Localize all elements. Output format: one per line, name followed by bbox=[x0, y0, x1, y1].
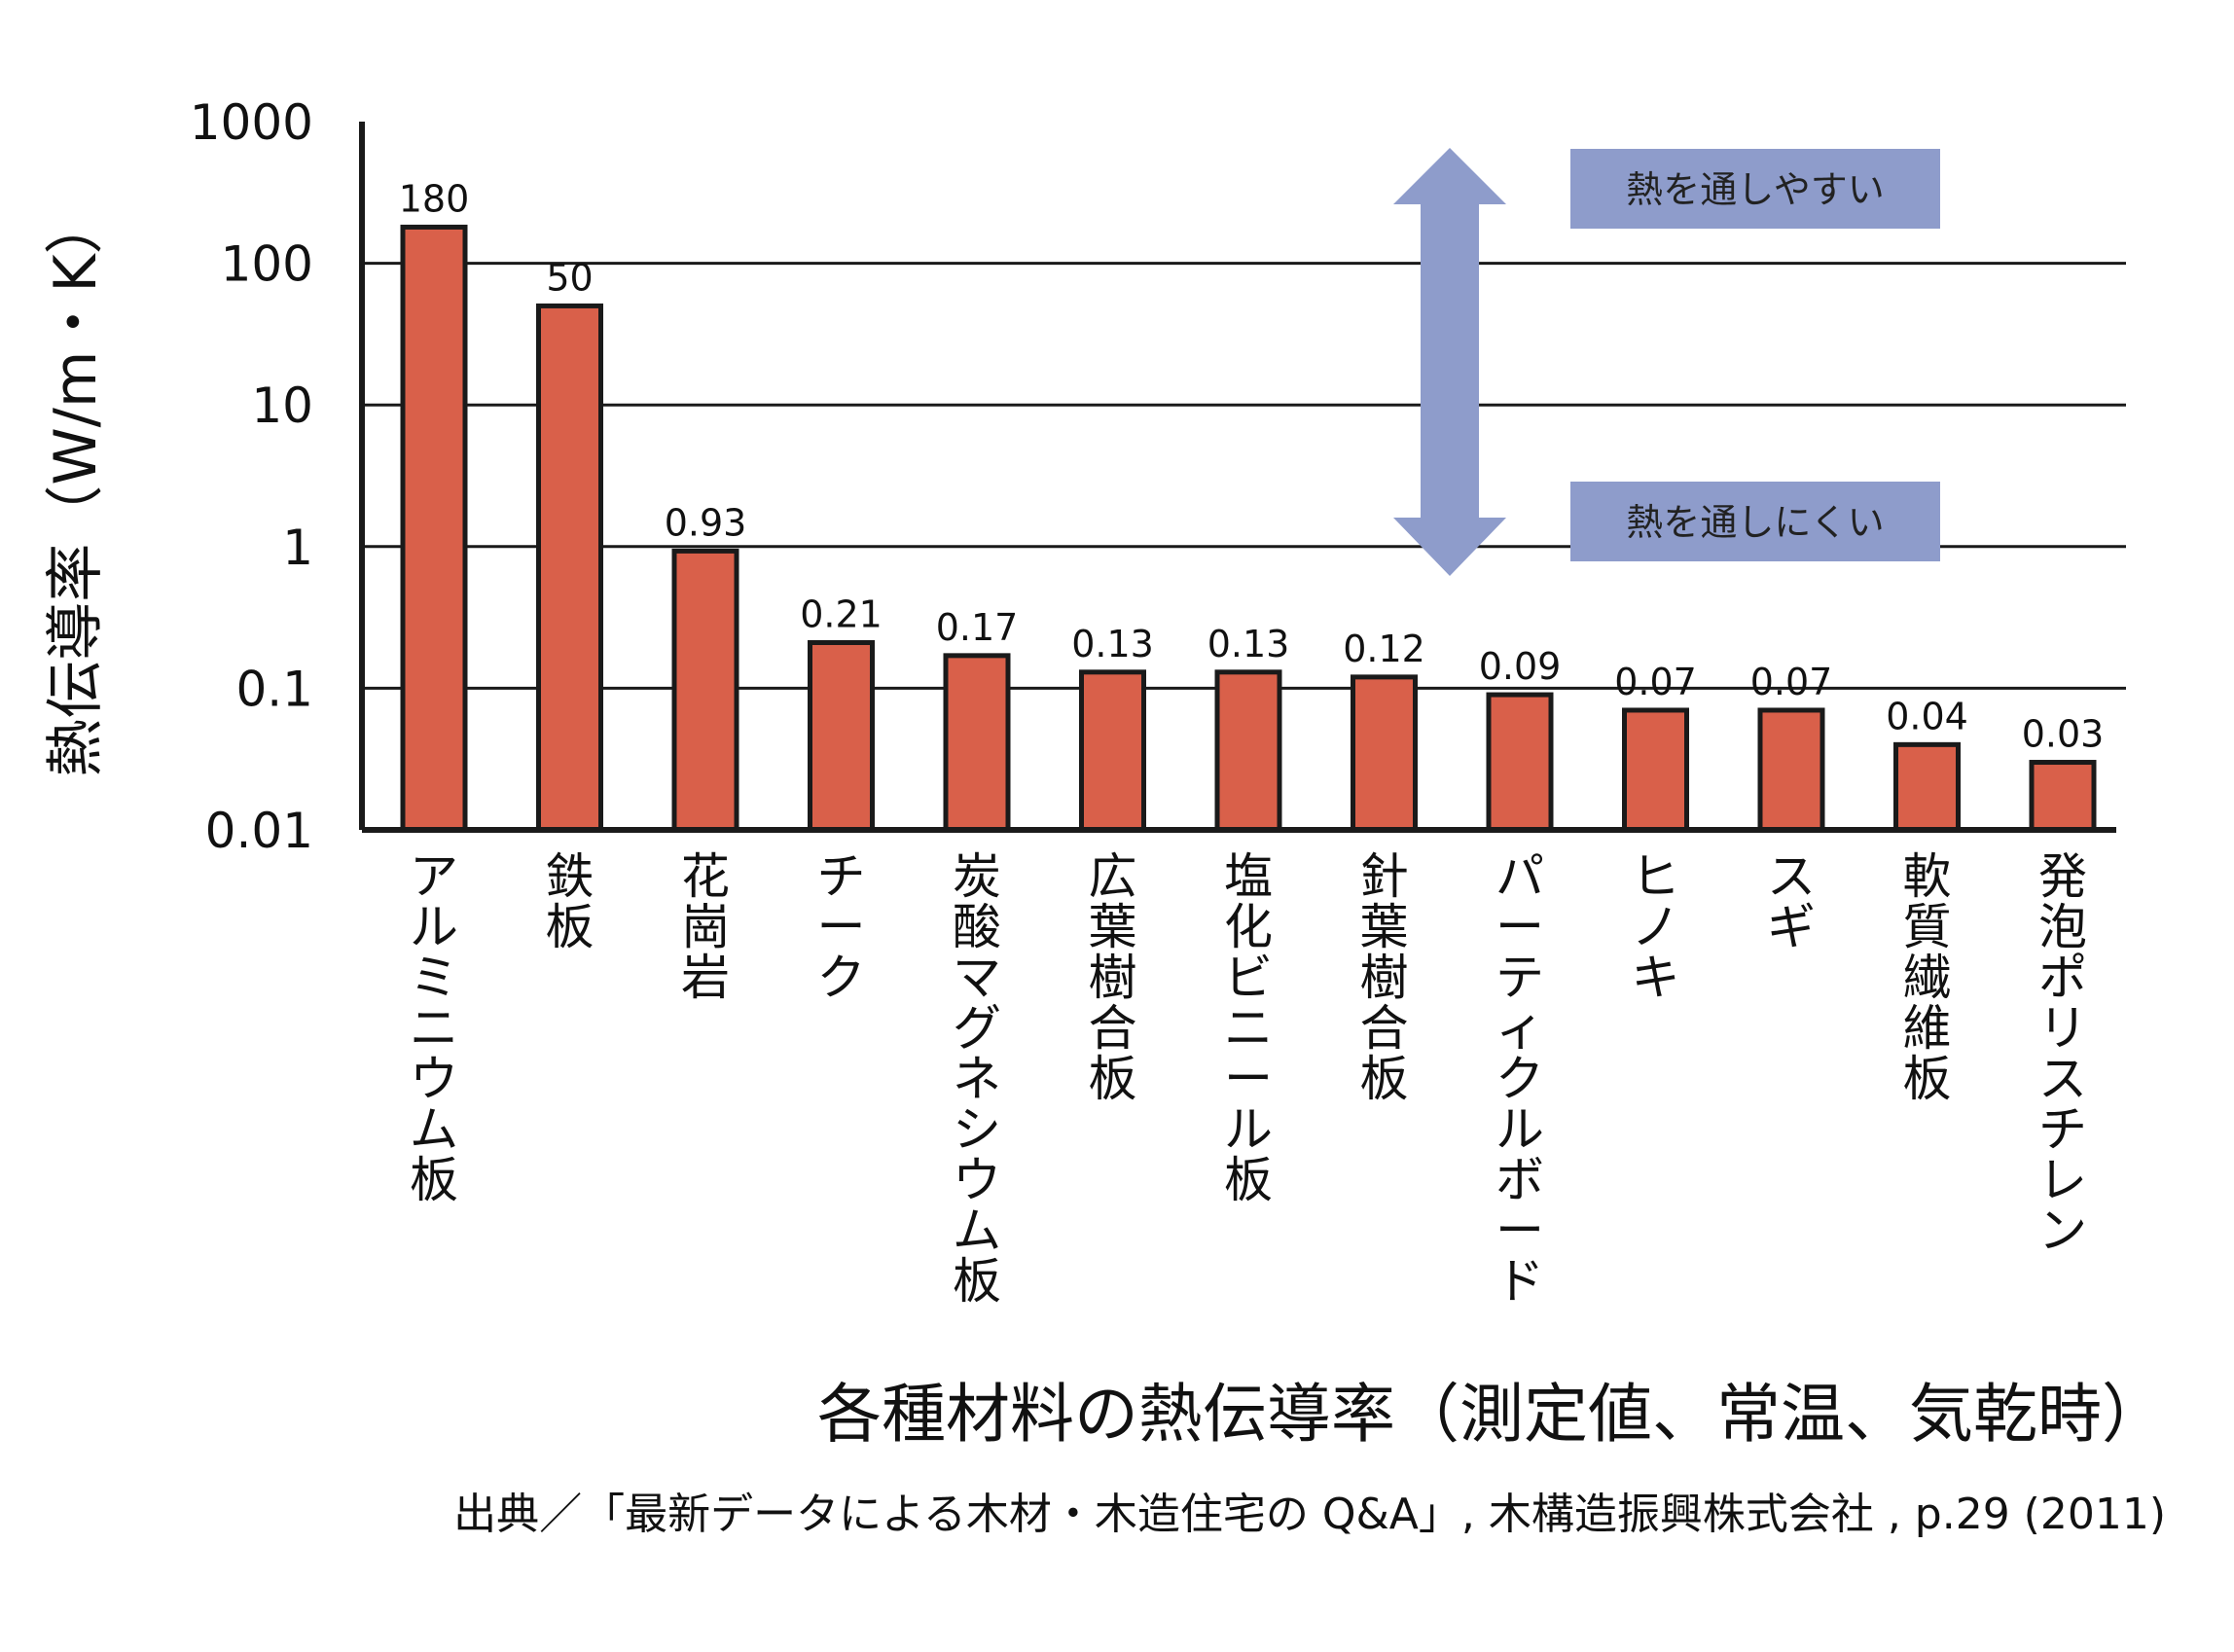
category-label: 針葉樹合板 bbox=[1360, 848, 1409, 1107]
chart-title: 各種材料の熱伝導率（測定値、常温、気乾時） bbox=[817, 1377, 2166, 1452]
category-label: アルミニウム板 bbox=[410, 848, 458, 1208]
category-label: 炭酸マグネシウム板 bbox=[953, 848, 1001, 1310]
y-tick-label: 0.1 bbox=[235, 661, 313, 717]
bars bbox=[400, 224, 2097, 833]
bar bbox=[400, 224, 468, 833]
bar bbox=[1214, 669, 1282, 833]
annotation-top: 熱を通しやすい bbox=[1626, 168, 1885, 211]
bar bbox=[1351, 674, 1418, 833]
bar bbox=[1893, 741, 1961, 833]
bar bbox=[1622, 707, 1689, 833]
y-tick-label: 100 bbox=[221, 236, 313, 293]
data-label: 0.04 bbox=[1886, 695, 1968, 737]
data-label: 0.12 bbox=[1343, 628, 1425, 670]
axes bbox=[359, 122, 2116, 833]
annotation-bottom: 熱を通しにくい bbox=[1626, 501, 1884, 544]
category-label: ヒノキ bbox=[1632, 848, 1680, 1006]
double-arrow-icon bbox=[1393, 148, 1506, 576]
y-tick-label: 10 bbox=[251, 377, 313, 434]
category-label: スギ bbox=[1767, 848, 1816, 955]
category-label: チーク bbox=[817, 848, 866, 1006]
data-label: 0.07 bbox=[1614, 661, 1697, 703]
bar bbox=[536, 303, 603, 833]
category-label: 鉄板 bbox=[546, 848, 595, 955]
labels: 1000 100 10 1 0.1 0.01 熱伝導率（W/m・K） 180 アルミニウム板 50… bbox=[42, 94, 2104, 1310]
y-tick-label: 1 bbox=[282, 520, 313, 576]
category-label: パーティクルボード bbox=[1495, 848, 1544, 1310]
data-label: 50 bbox=[546, 256, 593, 299]
data-label: 0.13 bbox=[1207, 623, 1290, 665]
category-label: 発泡ポリスチレン bbox=[2038, 848, 2087, 1259]
y-tick-label: 1000 bbox=[190, 94, 313, 151]
data-label: 0.13 bbox=[1071, 623, 1154, 665]
annotation-box-bottom bbox=[1570, 482, 1940, 561]
category-label: 広葉樹合板 bbox=[1089, 848, 1137, 1107]
bar bbox=[1486, 692, 1554, 833]
data-label: 0.93 bbox=[665, 501, 747, 544]
data-label: 180 bbox=[399, 177, 470, 220]
y-axis-label: 熱伝導率（W/m・K） bbox=[42, 196, 110, 776]
data-label: 0.09 bbox=[1479, 645, 1562, 688]
bar bbox=[671, 548, 739, 833]
source-citation: 出典／「最新データによる木材・木造住宅の Q&A」, 木構造振興株式会社 , p… bbox=[453, 1490, 2166, 1539]
category-label: 花崗岩 bbox=[681, 848, 730, 1006]
category-label: 塩化ビニール板 bbox=[1224, 848, 1273, 1208]
bar bbox=[943, 653, 1011, 833]
category-label: 軟質繊維板 bbox=[1903, 848, 1952, 1107]
bar bbox=[2029, 760, 2097, 833]
data-label: 0.21 bbox=[800, 593, 883, 635]
bar bbox=[808, 639, 875, 833]
bar bbox=[1079, 669, 1146, 833]
bar bbox=[1757, 707, 1825, 833]
data-label: 0.03 bbox=[2022, 713, 2105, 756]
y-tick-label: 0.01 bbox=[205, 803, 313, 859]
data-label: 0.07 bbox=[1750, 661, 1833, 703]
annotation-box-top bbox=[1570, 149, 1940, 229]
data-label: 0.17 bbox=[936, 606, 1019, 649]
